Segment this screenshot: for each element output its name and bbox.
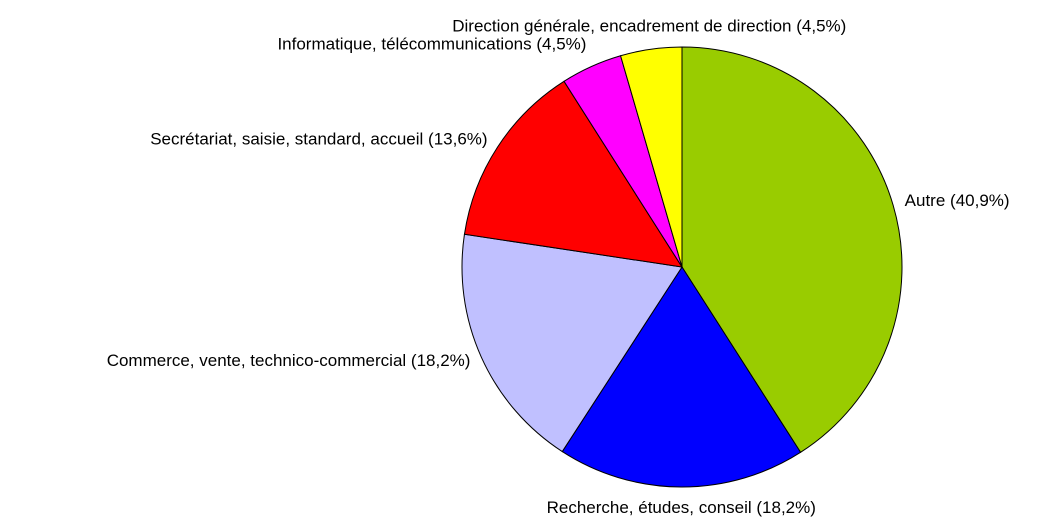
slice-label: Secrétariat, saisie, standard, accueil (… (150, 130, 487, 149)
value-label: (4,5%) (796, 17, 846, 36)
slice-label: Recherche, études, conseil (18,2%) (547, 498, 816, 517)
category-label: Secrétariat, saisie, standard, accueil (150, 130, 423, 149)
slice-label: Autre (40,9%) (905, 191, 1010, 210)
value-label: (4,5%) (536, 35, 586, 54)
pie-slice (561, 266, 802, 488)
category-label: Commerce, vente, technico-commercial (107, 352, 406, 371)
pie-slice (681, 46, 903, 454)
category-label: Direction générale, encadrement de direc… (452, 17, 791, 36)
value-label: (13,6%) (428, 130, 488, 149)
value-label: (40,9%) (950, 191, 1010, 210)
slice-label: Informatique, télécommunications (4,5%) (277, 35, 586, 54)
pie-slice (463, 80, 684, 268)
category-label: Informatique, télécommunications (277, 35, 531, 54)
category-label: Recherche, études, conseil (547, 498, 752, 517)
value-label: (18,2%) (756, 498, 816, 517)
pie-slice (619, 46, 683, 268)
value-label: (18,2%) (411, 352, 471, 371)
category-label: Autre (905, 191, 946, 210)
slice-label: Commerce, vente, technico-commercial (18… (107, 352, 471, 371)
slice-label: Direction générale, encadrement de direc… (452, 17, 846, 36)
pie-slice (461, 233, 683, 453)
